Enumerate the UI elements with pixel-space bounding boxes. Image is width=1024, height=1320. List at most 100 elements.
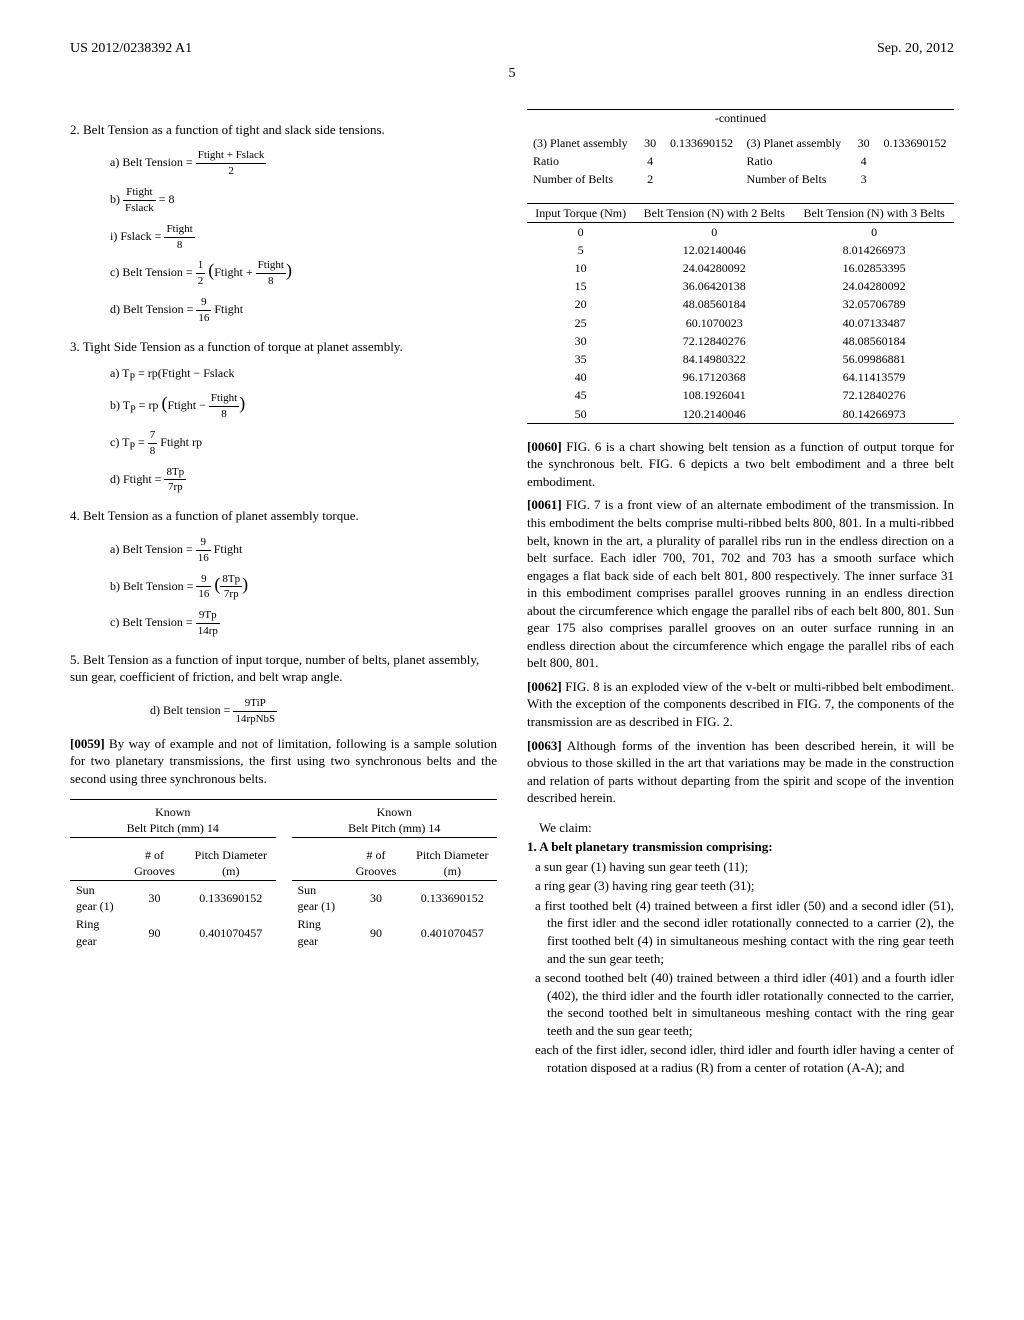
col-pitch-b: Pitch Diameter (m) xyxy=(408,846,497,881)
eq2c-inner-frac: Ftight8 xyxy=(256,258,286,289)
section-5-title: 5. Belt Tension as a function of input t… xyxy=(70,651,497,686)
eq3d-label: d) Ftight = xyxy=(110,472,164,486)
section-2-title: 2. Belt Tension as a function of tight a… xyxy=(70,121,497,139)
eq4a-tail: Ftight xyxy=(214,542,243,556)
eq5d-frac: 9TiP14rpNbS xyxy=(233,696,277,727)
para-0062: [0062] FIG. 8 is an exploded view of the… xyxy=(527,678,954,731)
para-0060: [0060] FIG. 6 is a chart showing belt te… xyxy=(527,438,954,491)
known-tables: Known Belt Pitch (mm) 14 # of Grooves Pi… xyxy=(70,799,497,964)
para-0061-text: FIG. 7 is a front view of an alternate e… xyxy=(527,497,954,670)
eq3c-pre: = xyxy=(135,435,148,449)
table-row: Ring gear900.401070457 xyxy=(70,915,276,949)
paren-close: ) xyxy=(286,260,292,280)
table-row: Sun gear (1)300.133690152 xyxy=(70,881,276,916)
table-row: 1536.0642013824.04280092 xyxy=(527,277,954,295)
section-3-title: 3. Tight Side Tension as a function of t… xyxy=(70,338,497,356)
table-row: 000 xyxy=(527,222,954,241)
table-row: 2560.107002340.07133487 xyxy=(527,314,954,332)
para-0062-num: [0062] xyxy=(527,679,562,694)
continued-table-1: (3) Planet assembly300.133690152(3) Plan… xyxy=(527,134,954,189)
hdr-belt-2: Belt Tension (N) with 2 Belts xyxy=(634,203,794,222)
equations-4: a) Belt Tension = 916 Ftight b) Belt Ten… xyxy=(110,535,497,639)
hdr-belt-3: Belt Tension (N) with 3 Belts xyxy=(794,203,954,222)
para-0061-num: [0061] xyxy=(527,497,562,512)
para-0060-num: [0060] xyxy=(527,439,562,454)
claim-1e: each of the first idler, second idler, t… xyxy=(547,1041,954,1076)
left-column: 2. Belt Tension as a function of tight a… xyxy=(70,109,497,1079)
para-0062-text: FIG. 8 is an exploded view of the v-belt… xyxy=(527,679,954,729)
table-row: 50120.214004680.14266973 xyxy=(527,405,954,424)
table-row: 3072.1284027648.08560184 xyxy=(527,332,954,350)
para-0059-num: [0059] xyxy=(70,736,105,751)
table-row: 3584.1498032256.09986881 xyxy=(527,350,954,368)
eq2i-label: i) Fslack = xyxy=(110,229,161,243)
eq3c-frac: 78 xyxy=(148,428,158,459)
eq4a-label: a) Belt Tension = xyxy=(110,542,193,556)
known-b-title: Known xyxy=(292,804,498,820)
eq3b-label: b) T xyxy=(110,398,130,412)
col-grooves-b: # of Grooves xyxy=(344,846,407,881)
known-a-title: Known xyxy=(70,804,276,820)
eq2c-inner-left: Ftight + xyxy=(214,265,255,279)
equations-3: a) TP = rp(Ftight − Fslack b) TP = rp (F… xyxy=(110,365,497,495)
table-row: 4096.1712036864.11413579 xyxy=(527,368,954,386)
para-0063-text: Although forms of the invention has been… xyxy=(527,738,954,806)
claim-1d: a second toothed belt (40) trained betwe… xyxy=(547,969,954,1039)
table-row: Number of Belts2Number of Belts3 xyxy=(527,170,954,188)
equations-5: d) Belt tension = 9TiP14rpNbS xyxy=(150,696,497,727)
eq3b-inner-frac: Ftight8 xyxy=(209,391,239,422)
equations-2: a) Belt Tension = Ftight + Fslack2 b) Ft… xyxy=(110,148,497,325)
table-row: 2048.0856018432.05706789 xyxy=(527,295,954,313)
paren-close: ) xyxy=(242,574,248,594)
eq4b-coef: 916 xyxy=(196,572,211,603)
col-pitch-a: Pitch Diameter (m) xyxy=(186,846,275,881)
table-row: Sun gear (1)300.133690152 xyxy=(292,881,498,916)
eq2d-tail: Ftight xyxy=(214,302,243,316)
eq4b-inner-frac: 8Tp7rp xyxy=(220,572,242,603)
eq5d-label: d) Belt tension = xyxy=(150,703,230,717)
eq3a-rhs: = rp(Ftight − Fslack xyxy=(135,366,235,380)
paren-close: ) xyxy=(239,393,245,413)
table-row: 1024.0428009216.02853395 xyxy=(527,259,954,277)
known-b-line: Belt Pitch (mm) 14 xyxy=(292,820,498,837)
table-row: 512.021400468.014266973 xyxy=(527,241,954,259)
para-0063: [0063] Although forms of the invention h… xyxy=(527,737,954,807)
table-row: Ratio4Ratio4 xyxy=(527,152,954,170)
tension-table: Input Torque (Nm) Belt Tension (N) with … xyxy=(527,203,954,424)
known-a-table: # of Grooves Pitch Diameter (m) Sun gear… xyxy=(70,846,276,950)
eq4b-label: b) Belt Tension = xyxy=(110,579,193,593)
eq3c-label: c) T xyxy=(110,435,129,449)
eq4c-label: c) Belt Tension = xyxy=(110,615,193,629)
table-row: 45108.192604172.12840276 xyxy=(527,386,954,404)
para-0060-text: FIG. 6 is a chart showing belt tension a… xyxy=(527,439,954,489)
claim-1b: a ring gear (3) having ring gear teeth (… xyxy=(547,877,954,895)
claims-intro: We claim: xyxy=(539,819,954,837)
para-0059-text: By way of example and not of limitation,… xyxy=(70,736,497,786)
eq2i-frac: Ftight8 xyxy=(164,222,194,253)
claim-1c: a first toothed belt (4) trained between… xyxy=(547,897,954,967)
eq2c-label: c) Belt Tension = xyxy=(110,265,193,279)
eq2b-label: b) xyxy=(110,192,123,206)
eq2a-frac: Ftight + Fslack2 xyxy=(196,148,267,179)
eq3d-frac: 8Tp7rp xyxy=(164,465,186,496)
eq2d-label: d) Belt Tension = xyxy=(110,302,193,316)
eq2a-label: a) Belt Tension = xyxy=(110,155,193,169)
eq4c-frac: 9Tp14rp xyxy=(196,608,220,639)
eq3b-pre: = rp xyxy=(136,398,159,412)
publication-date: Sep. 20, 2012 xyxy=(877,40,954,59)
claims: We claim: 1. A belt planetary transmissi… xyxy=(527,819,954,1077)
eq2b-frac: FtightFslack xyxy=(123,185,156,216)
right-column: -continued (3) Planet assembly300.133690… xyxy=(527,109,954,1079)
para-0061: [0061] FIG. 7 is a front view of an alte… xyxy=(527,496,954,671)
eq3a-label: a) T xyxy=(110,366,129,380)
col-grooves-a: # of Grooves xyxy=(123,846,186,881)
table-row: (3) Planet assembly300.133690152(3) Plan… xyxy=(527,134,954,152)
para-0063-num: [0063] xyxy=(527,738,562,753)
eq4a-frac: 916 xyxy=(196,535,211,566)
eq3c-tail: Ftight rp xyxy=(160,435,202,449)
section-4-title: 4. Belt Tension as a function of planet … xyxy=(70,507,497,525)
page-number: 5 xyxy=(70,65,954,84)
publication-number: US 2012/0238392 A1 xyxy=(70,40,192,59)
page-header: US 2012/0238392 A1 Sep. 20, 2012 xyxy=(70,40,954,59)
claim-1a: a sun gear (1) having sun gear teeth (11… xyxy=(547,858,954,876)
